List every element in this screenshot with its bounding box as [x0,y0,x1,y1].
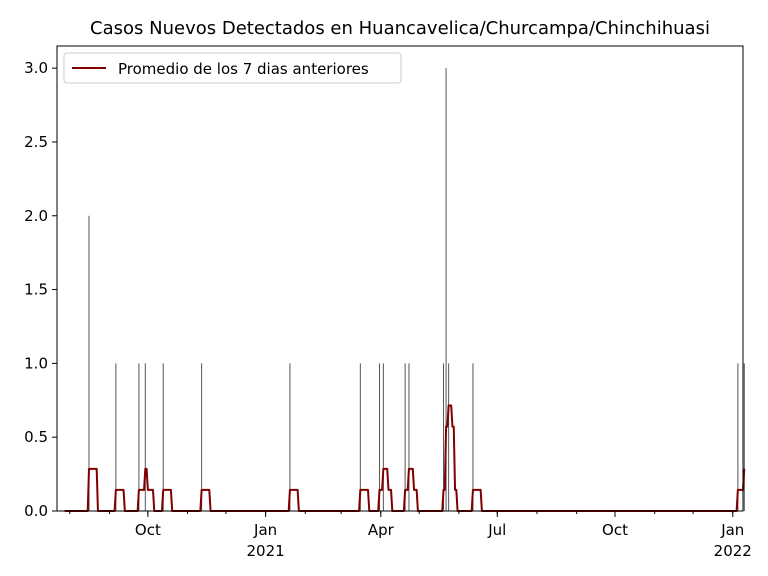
x-tick-label: Jan [720,521,744,539]
x-tick-label: Jan [253,521,277,539]
bars-layer [88,68,745,511]
x-tick-label: Oct [602,521,628,539]
x-tick-year-label: 2022 [714,542,752,560]
x-tick-label: Jul [487,521,506,539]
y-tick-label: 0.0 [24,502,48,520]
x-tick-label: Oct [135,521,161,539]
y-tick-label: 2.5 [24,133,48,151]
legend-box [63,52,402,84]
y-axis: 0.0 0.5 1.0 1.5 2.0 2.5 3.0 [24,59,57,520]
legend: Promedio de los 7 dias anteriores [63,52,402,84]
y-tick-label: 0.5 [24,428,48,446]
y-tick-label: 3.0 [24,59,48,77]
x-tick-label: Apr [368,521,395,539]
chart-title: Casos Nuevos Detectados en Huancavelica/… [90,18,710,39]
y-tick-label: 1.5 [24,281,48,299]
legend-label: Promedio de los 7 dias anteriores [118,60,369,78]
x-tick-year-label: 2021 [247,542,285,560]
plot-frame [56,45,744,512]
y-tick-label: 1.0 [24,354,48,372]
x-axis: Oct Jan 2021 Apr Jul Oct Jan 2022 [69,511,752,560]
y-tick-label: 2.0 [24,207,48,225]
